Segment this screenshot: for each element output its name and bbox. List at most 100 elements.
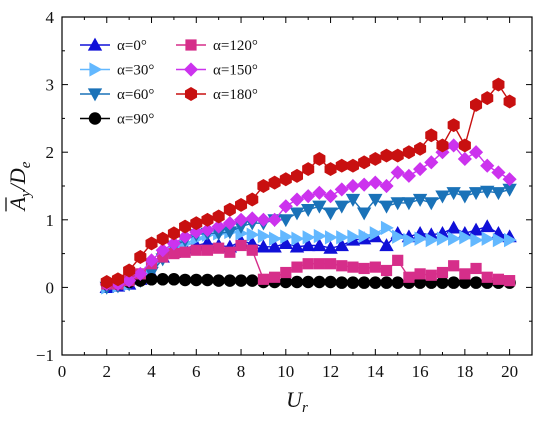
data-point	[480, 185, 495, 199]
data-point	[324, 275, 337, 289]
data-point	[447, 118, 460, 133]
data-point	[122, 273, 137, 288]
data-point	[134, 250, 147, 264]
legend-swatch-marker	[184, 87, 198, 101]
data-point	[491, 165, 506, 180]
data-point	[392, 254, 404, 266]
data-point	[368, 175, 383, 190]
data-point	[357, 177, 372, 192]
data-point	[336, 230, 350, 245]
legend-entry: α=150°	[176, 62, 258, 79]
data-point	[278, 214, 293, 228]
data-point	[390, 197, 405, 211]
data-point	[446, 187, 461, 201]
data-point	[448, 231, 461, 246]
data-point	[412, 193, 428, 207]
data-point	[280, 266, 292, 279]
data-point	[301, 204, 316, 217]
data-point	[212, 209, 225, 224]
data-point	[290, 275, 304, 289]
data-point	[179, 246, 191, 258]
data-point	[313, 258, 325, 270]
data-point	[167, 226, 180, 241]
legend-entry: α=90°	[80, 112, 154, 128]
data-point	[459, 230, 473, 245]
data-point	[503, 94, 516, 109]
legend-entry: α=60°	[80, 87, 154, 103]
data-point	[256, 239, 271, 253]
data-point	[446, 138, 461, 153]
data-point	[246, 244, 258, 256]
data-point	[335, 276, 349, 289]
data-point	[369, 151, 382, 166]
data-point	[480, 219, 495, 233]
data-point	[402, 145, 415, 160]
data-point	[334, 182, 349, 197]
data-point	[312, 238, 327, 252]
data-point	[323, 240, 338, 254]
data-point	[269, 271, 281, 283]
data-point	[234, 274, 248, 287]
data-point	[123, 263, 136, 278]
data-point	[245, 211, 260, 226]
data-point	[336, 260, 348, 272]
data-point	[257, 228, 271, 244]
data-point	[468, 187, 484, 201]
data-point	[458, 138, 471, 153]
y-axis-title-slash: /D	[5, 168, 30, 192]
data-point	[100, 275, 113, 289]
data-point	[267, 212, 282, 227]
data-point	[424, 155, 439, 170]
data-point	[178, 273, 192, 287]
data-point	[156, 273, 169, 286]
data-point	[312, 200, 327, 214]
legend-label: α=120°	[213, 38, 258, 54]
data-point	[144, 253, 159, 268]
series-3	[100, 273, 516, 291]
data-point	[481, 271, 493, 283]
data-point	[414, 141, 427, 156]
data-point	[256, 212, 271, 227]
x-tick-label: 18	[456, 362, 473, 381]
data-point	[379, 178, 394, 194]
data-point	[468, 145, 484, 160]
data-point	[391, 276, 404, 289]
data-point	[392, 229, 406, 244]
y-axis-title: Ay/De	[5, 161, 34, 212]
data-point	[257, 179, 270, 193]
data-point	[302, 258, 314, 270]
x-axis-title-main: U	[286, 387, 304, 412]
data-point	[279, 172, 292, 187]
data-point	[245, 274, 259, 287]
data-point	[492, 77, 505, 92]
x-tick-label: 0	[58, 362, 67, 381]
data-point	[448, 260, 460, 272]
data-point	[324, 258, 337, 270]
data-point	[504, 275, 516, 287]
data-point	[380, 148, 393, 163]
data-point	[424, 197, 439, 211]
data-point	[289, 207, 305, 221]
legend-label: α=90°	[117, 112, 154, 128]
legend-label: α=180°	[213, 87, 258, 103]
data-point	[491, 187, 506, 201]
x-axis-title: Ur	[286, 387, 308, 416]
data-point	[190, 244, 202, 256]
x-tick-label: 8	[237, 362, 246, 381]
data-point	[414, 268, 426, 280]
x-tick-label: 2	[103, 362, 112, 381]
data-point	[470, 97, 483, 112]
data-point	[301, 189, 316, 204]
data-point	[289, 192, 305, 207]
data-point	[346, 276, 360, 289]
y-axis-title-group: Ay/De	[5, 161, 34, 212]
data-point	[345, 193, 361, 207]
data-point	[457, 151, 472, 167]
data-point	[257, 273, 270, 285]
data-point	[190, 273, 203, 287]
data-point	[212, 274, 225, 287]
data-point	[436, 138, 449, 153]
data-point	[312, 185, 327, 200]
x-tick-label: 12	[322, 362, 339, 381]
legend-entry: α=120°	[176, 38, 258, 54]
